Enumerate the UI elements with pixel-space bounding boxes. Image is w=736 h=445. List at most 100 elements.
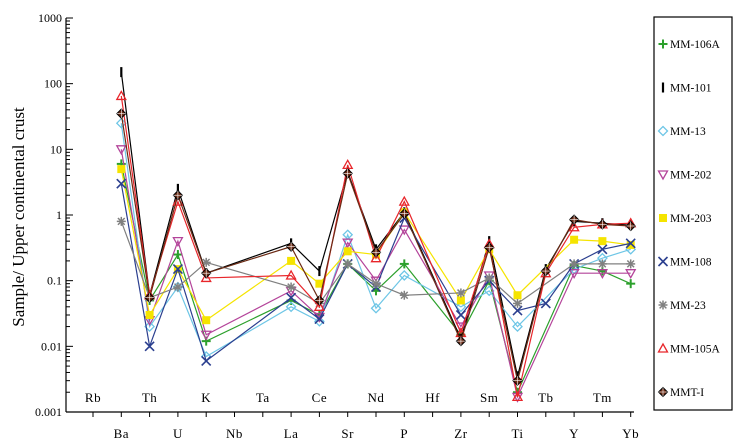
data-point-mm-105a-nd bbox=[370, 252, 382, 263]
legend-marker-mm-105a bbox=[657, 342, 669, 353]
y-tick-label: 100 bbox=[44, 77, 62, 91]
data-point-mm-108-u bbox=[172, 264, 183, 275]
x-tick-label-ba: Ba bbox=[114, 426, 129, 441]
data-point-mmt-i-tm bbox=[597, 219, 608, 230]
data-point-mm-203-th bbox=[145, 311, 154, 320]
x-tick-label-yb: Yb bbox=[622, 426, 639, 441]
data-point-mm-23-y bbox=[569, 259, 579, 269]
x-tick-label-sr: Sr bbox=[341, 426, 354, 441]
x-tick-label-sm: Sm bbox=[480, 390, 498, 405]
legend-marker-mm-202 bbox=[657, 170, 669, 181]
data-point-mm-203-y bbox=[570, 235, 579, 244]
data-point-mmt-i-th bbox=[144, 292, 155, 303]
x-tick-label-u: U bbox=[173, 426, 183, 441]
data-point-mm-23-sr bbox=[343, 259, 353, 269]
data-point-mm-202-tm bbox=[596, 269, 609, 280]
data-point-mm-108-yb bbox=[625, 238, 636, 249]
data-point-mm-203-tm bbox=[598, 237, 607, 246]
series-line-mm-108 bbox=[120, 183, 631, 362]
data-point-mm-23-nd bbox=[371, 279, 381, 289]
y-tick-label: 10 bbox=[50, 142, 62, 156]
data-point-mm-105a-p bbox=[398, 195, 410, 206]
series-line-mmt-i bbox=[120, 113, 631, 381]
data-point-mm-105a-la bbox=[285, 269, 297, 280]
legend-marker-mmt-i bbox=[657, 386, 669, 398]
data-point-mm-202-k bbox=[200, 330, 212, 341]
plot-area: 0.001 0.01 0.1 1 10 100 1000 Rb Ba Th U K Nb Ta La Ce Sr… bbox=[35, 11, 639, 441]
data-point-mmt-i-u bbox=[172, 190, 184, 201]
data-point-mm-108-ba bbox=[116, 178, 127, 189]
x-tick-label-p: P bbox=[400, 426, 408, 441]
data-point-mm-203-ti bbox=[513, 291, 522, 300]
x-tick-label-ti: Ti bbox=[511, 426, 523, 441]
x-tick-label-hf: Hf bbox=[425, 390, 440, 405]
data-point-mm-203-k bbox=[202, 316, 211, 325]
data-point-mm-13-nd bbox=[370, 302, 382, 314]
data-point-mm-23-sm bbox=[484, 273, 494, 283]
data-point-mmt-i-nd bbox=[370, 247, 382, 258]
y-tick-label: 0.001 bbox=[35, 405, 62, 419]
data-point-mmt-i-sm bbox=[483, 242, 495, 253]
legend-label-mm-101: MM-101 bbox=[670, 83, 712, 95]
data-point-mm-23-p bbox=[399, 290, 409, 300]
data-point-mm-108-la bbox=[286, 292, 297, 303]
data-point-mm-108-k bbox=[201, 355, 212, 366]
legend-box bbox=[653, 16, 733, 411]
data-point-mm-202-y bbox=[568, 269, 580, 280]
x-tick-label-tb: Tb bbox=[538, 390, 553, 405]
data-point-mmt-i-p bbox=[399, 208, 410, 219]
data-point-mm-106a-yb bbox=[626, 279, 636, 289]
legend-marker-mm-108 bbox=[657, 256, 669, 267]
legend-marker-mm-203 bbox=[659, 214, 667, 222]
y-tick-label: 1000 bbox=[38, 11, 62, 25]
series-line-mm-13 bbox=[120, 123, 631, 358]
data-point-mm-108-zr bbox=[455, 309, 466, 321]
data-point-mm-23-ba bbox=[116, 216, 126, 226]
data-point-mm-108-tb bbox=[540, 298, 551, 309]
x-tick-label-th: Th bbox=[142, 390, 157, 405]
legend-label-mm-108: MM-108 bbox=[670, 257, 712, 269]
data-point-mm-203-zr bbox=[456, 296, 465, 305]
legend-marker-mm-106a bbox=[658, 39, 668, 49]
x-tick-label-ta: Ta bbox=[256, 390, 270, 405]
data-point-mm-23-k bbox=[201, 257, 211, 267]
data-point-mm-23-yb bbox=[626, 259, 636, 269]
x-tick-label-rb: Rb bbox=[85, 390, 101, 405]
legend-label-mm-105a: MM-105A bbox=[670, 344, 721, 356]
data-point-mm-108-ti bbox=[512, 305, 523, 316]
data-point-mm-105a-ti bbox=[511, 391, 524, 402]
data-point-mm-203-yb bbox=[626, 240, 635, 249]
data-point-mmt-i-k bbox=[200, 267, 212, 279]
legend-marker-mm-23 bbox=[658, 300, 668, 310]
legend-label-mm-13: MM-13 bbox=[670, 126, 706, 138]
legend-label-mm-23: MM-23 bbox=[670, 300, 706, 312]
data-point-mm-108-th bbox=[144, 341, 155, 352]
data-point-mm-13-ce bbox=[313, 315, 325, 327]
data-point-mmt-i-y bbox=[568, 214, 580, 225]
data-point-mm-203-ce bbox=[315, 279, 324, 288]
data-point-mm-13-th bbox=[144, 321, 156, 332]
legend-label-mm-203: MM-203 bbox=[670, 213, 712, 225]
data-point-mm-13-ti bbox=[512, 321, 523, 332]
x-tick-label-y: Y bbox=[569, 426, 579, 441]
data-point-mm-23-ti bbox=[513, 298, 522, 308]
data-point-mm-203-la bbox=[287, 256, 296, 265]
data-point-mm-202-yb bbox=[625, 269, 637, 280]
data-point-mm-13-la bbox=[285, 301, 297, 313]
data-point-mm-23-u bbox=[173, 282, 183, 292]
data-point-mm-13-p bbox=[398, 270, 410, 281]
x-tick-label-k: K bbox=[201, 390, 211, 405]
data-point-mmt-i-zr bbox=[455, 335, 467, 347]
data-point-mmt-i-la bbox=[285, 241, 297, 252]
y-axis-label: Sample/ Upper continental crust bbox=[9, 107, 28, 327]
data-point-mm-23-la bbox=[286, 282, 296, 292]
series-line-mm-202 bbox=[120, 149, 631, 399]
data-point-mm-106a-u bbox=[173, 250, 183, 260]
legend-label-mm-106a: MM-106A bbox=[670, 39, 721, 51]
data-point-mm-108-tm bbox=[597, 244, 608, 255]
legend-label-mmt-i: MMT-I bbox=[670, 387, 704, 399]
data-point-mmt-i-sr bbox=[342, 168, 353, 179]
data-point-mm-203-sr bbox=[343, 247, 352, 256]
